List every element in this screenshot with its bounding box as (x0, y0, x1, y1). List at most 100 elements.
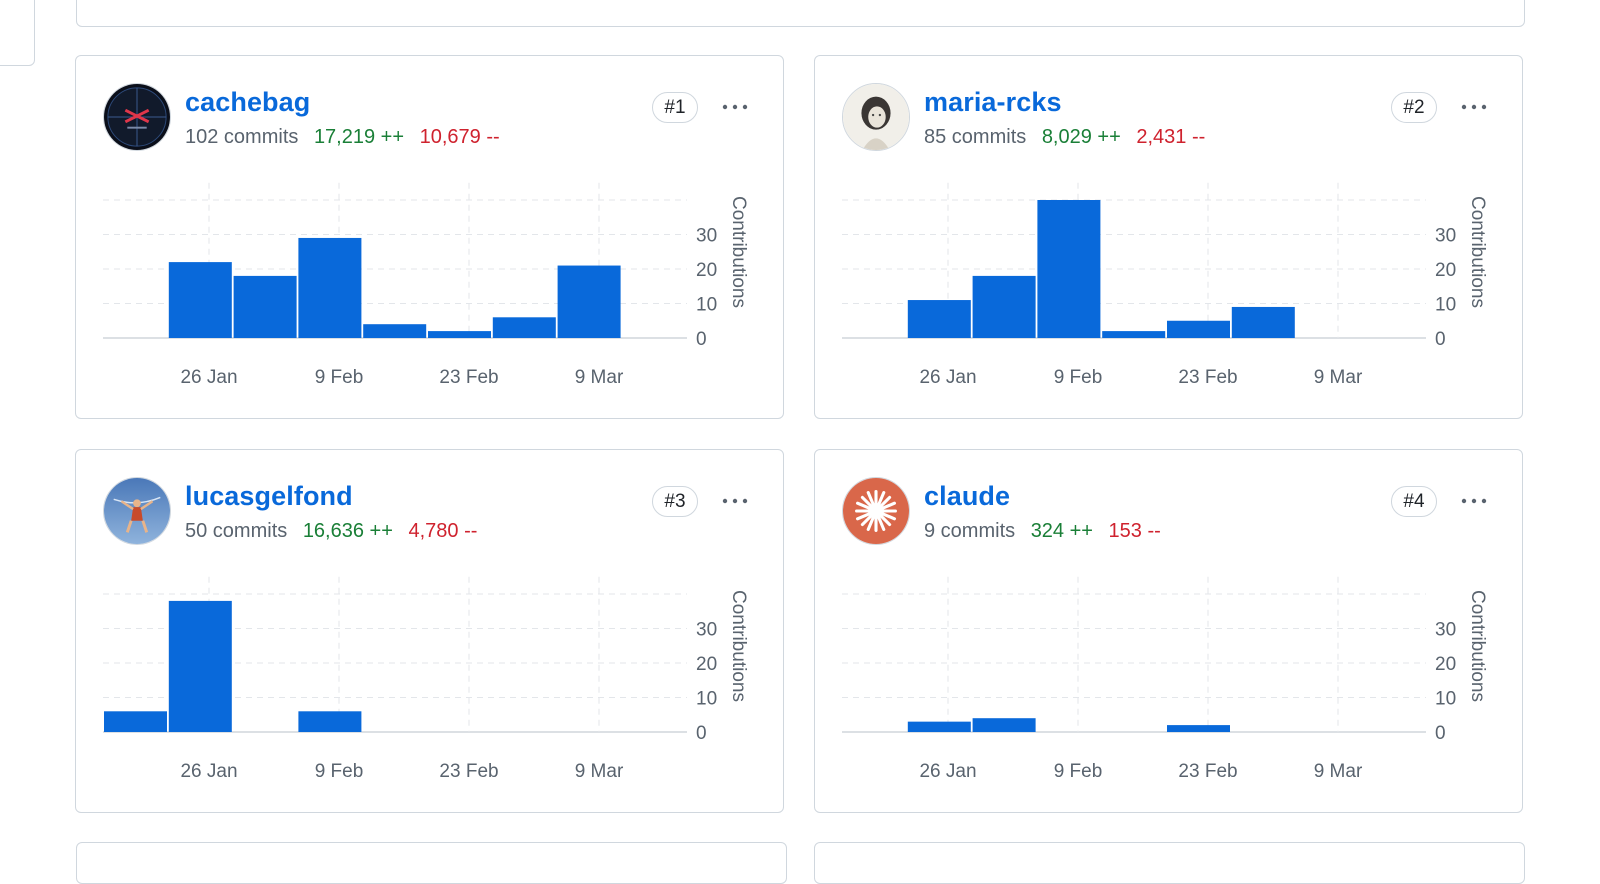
rank-badge: #4 (1391, 486, 1437, 517)
contributor-stats: 9 commits 324 ++ 153 -- (924, 520, 1161, 543)
contributor-stats: 85 commits 8,029 ++ 2,431 -- (924, 126, 1205, 149)
deletions-count: 2,431 -- (1136, 126, 1206, 148)
y-tick-label: 0 (696, 329, 707, 350)
additions-count: 16,636 ++ (302, 520, 393, 542)
x-tick-label: 9 Mar (1314, 367, 1363, 388)
additions-count: 324 ++ (1030, 520, 1093, 542)
contributor-stats: 102 commits 17,219 ++ 10,679 -- (185, 126, 500, 149)
more-options-button[interactable] (716, 486, 754, 516)
deletions-count: 4,780 -- (408, 520, 478, 542)
deletions-count: 153 -- (1108, 520, 1161, 542)
contribution-bar[interactable] (1102, 331, 1166, 338)
x-tick-label: 9 Mar (575, 367, 624, 388)
y-tick-label: 10 (1435, 295, 1456, 316)
contribution-bar[interactable] (428, 331, 491, 338)
y-tick-label: 20 (1435, 654, 1456, 675)
y-tick-label: 20 (696, 654, 717, 675)
contributor-username-link[interactable]: claude (924, 481, 1011, 511)
contributor-card: cachebag 102 commits 17,219 ++ 10,679 --… (75, 55, 784, 419)
x-tick-label: 23 Feb (439, 761, 498, 782)
y-axis-label: Contributions (1467, 590, 1488, 702)
contribution-bar[interactable] (1167, 320, 1230, 338)
commit-count[interactable]: 85 commits (924, 126, 1027, 148)
next-card-fragment (814, 842, 1525, 884)
contributor-card: claude 9 commits 324 ++ 153 -- #4 30 20 10… (814, 449, 1523, 813)
y-tick-label: 10 (1435, 689, 1456, 710)
sky-figure-avatar-icon[interactable] (103, 477, 171, 545)
y-tick-label: 30 (696, 620, 717, 641)
contributor-card: lucasgelfond 50 commits 16,636 ++ 4,780 … (75, 449, 784, 813)
contribution-bar[interactable] (168, 600, 232, 732)
contributions-chart: 30 20 10 0 Contributions 26 Jan 9 Feb 23 Feb 9 M… (842, 576, 1488, 782)
contribution-bar[interactable] (972, 275, 1036, 338)
rank-badge: #3 (652, 486, 698, 517)
y-tick-label: 20 (1435, 260, 1456, 281)
x-tick-label: 9 Feb (1054, 761, 1103, 782)
y-axis-label: Contributions (728, 590, 749, 702)
dark-crosshair-avatar-icon[interactable] (103, 83, 171, 151)
y-tick-label: 10 (696, 689, 717, 710)
more-options-button[interactable] (716, 92, 754, 122)
additions-count: 17,219 ++ (313, 126, 405, 148)
commit-count[interactable]: 50 commits (185, 520, 288, 542)
y-tick-label: 0 (1435, 723, 1446, 744)
x-tick-label: 9 Feb (1054, 367, 1103, 388)
contribution-bar[interactable] (1037, 200, 1101, 338)
x-tick-label: 26 Jan (919, 367, 976, 388)
more-options-button[interactable] (1455, 92, 1493, 122)
x-tick-label: 23 Feb (1178, 367, 1237, 388)
rank-badge: #2 (1391, 92, 1437, 123)
y-tick-label: 10 (696, 295, 717, 316)
y-tick-label: 30 (1435, 226, 1456, 247)
contribution-bar[interactable] (1231, 306, 1295, 338)
contribution-bar[interactable] (557, 265, 621, 338)
contribution-bar[interactable] (972, 718, 1036, 732)
y-axis-label: Contributions (1467, 196, 1488, 308)
commit-count[interactable]: 102 commits (185, 126, 299, 148)
x-tick-label: 9 Feb (315, 367, 364, 388)
x-tick-label: 9 Feb (315, 761, 364, 782)
contributor-username-link[interactable]: cachebag (185, 87, 311, 117)
contributor-stats: 50 commits 16,636 ++ 4,780 -- (185, 520, 477, 543)
adjacent-panel-fragment (0, 0, 35, 66)
y-tick-label: 0 (696, 723, 707, 744)
more-options-button[interactable] (1455, 486, 1493, 516)
contribution-bar[interactable] (168, 262, 232, 338)
sketch-portrait-avatar-icon[interactable] (842, 83, 910, 151)
contribution-bar[interactable] (907, 300, 971, 338)
contribution-bar[interactable] (492, 317, 556, 338)
contribution-bar[interactable] (363, 324, 427, 338)
contribution-bar[interactable] (907, 721, 971, 732)
x-tick-label: 26 Jan (180, 367, 237, 388)
x-tick-label: 26 Jan (180, 761, 237, 782)
x-tick-label: 9 Mar (575, 761, 624, 782)
contributions-chart: 30 20 10 0 Contributions 26 Jan 9 Feb 23 Feb 9 M… (103, 576, 749, 782)
commit-count[interactable]: 9 commits (924, 520, 1016, 542)
contribution-bar[interactable] (1167, 725, 1230, 732)
contribution-bar[interactable] (298, 711, 362, 732)
contribution-bar[interactable] (233, 275, 297, 338)
kebab-horizontal-icon (722, 104, 748, 110)
y-tick-label: 20 (696, 260, 717, 281)
y-tick-label: 30 (696, 226, 717, 247)
contribution-bar[interactable] (104, 711, 167, 732)
kebab-horizontal-icon (1461, 104, 1487, 110)
x-tick-label: 23 Feb (1178, 761, 1237, 782)
x-tick-label: 26 Jan (919, 761, 976, 782)
next-card-fragment (76, 842, 787, 884)
contribution-bar[interactable] (298, 237, 362, 338)
y-tick-label: 0 (1435, 329, 1446, 350)
contributor-username-link[interactable]: maria-rcks (924, 87, 1062, 117)
contributor-card: maria-rcks 85 commits 8,029 ++ 2,431 -- … (814, 55, 1523, 419)
x-tick-label: 23 Feb (439, 367, 498, 388)
rank-badge: #1 (652, 92, 698, 123)
contributions-chart: 30 20 10 0 Contributions 26 Jan 9 Feb 23 Feb 9 M… (842, 182, 1488, 388)
y-axis-label: Contributions (728, 196, 749, 308)
deletions-count: 10,679 -- (419, 126, 500, 148)
orange-starburst-avatar-icon[interactable] (842, 477, 910, 545)
contributor-username-link[interactable]: lucasgelfond (185, 481, 353, 511)
previous-card-fragment (76, 0, 1525, 27)
x-tick-label: 9 Mar (1314, 761, 1363, 782)
additions-count: 8,029 ++ (1041, 126, 1121, 148)
y-tick-label: 30 (1435, 620, 1456, 641)
